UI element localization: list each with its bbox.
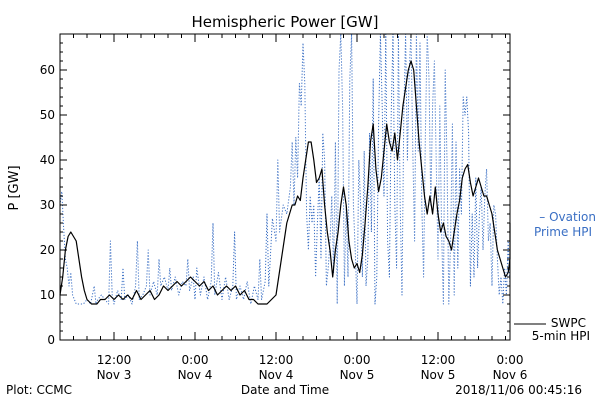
plot-credit: Plot: CCMC [6,383,72,397]
y-tick-label: 60 [40,63,55,77]
y-tick-label: 40 [40,153,55,167]
legend-ovation: – Ovation Prime HPI [534,210,596,239]
x-tick-label-time: 12:00 [259,353,294,367]
y-tick-label: 50 [40,108,55,122]
swpc-series [59,60,511,305]
chart-title: Hemispheric Power [GW] [192,13,379,31]
x-tick-label-date: Nov 4 [178,368,213,382]
x-tick-label-time: 0:00 [344,353,371,367]
legend-swpc-line2: 5-min HPI [532,329,590,343]
x-tick-label-date: Nov 5 [421,368,456,382]
legend-swpc-line1: SWPC [551,316,586,330]
legend-ovation-line2: Prime HPI [534,225,592,239]
y-tick-label: 20 [40,243,55,257]
x-tick-label-date: Nov 4 [259,368,294,382]
generation-timestamp: 2018/11/06 00:45:16 [455,383,582,397]
x-tick-label-time: 0:00 [497,353,524,367]
y-axis-label: P [GW] [7,165,22,210]
legend-swpc: SWPC 5-min HPI [514,316,590,343]
x-tick-label-time: 12:00 [97,353,132,367]
x-tick-label-date: Nov 3 [97,368,132,382]
y-tick-label: 30 [40,198,55,212]
swpc-line [59,60,511,305]
ovation-prime-line [59,33,511,305]
legend-ovation-line1: – Ovation [539,210,596,224]
y-tick-label: 0 [47,333,55,347]
y-axis: 0 10 20 30 40 50 60 [40,33,510,347]
plot-frame [59,33,511,341]
x-tick-label-time: 12:00 [421,353,456,367]
x-axis-label: Date and Time [241,383,329,397]
y-tick-label: 10 [40,288,55,302]
x-tick-label-date: Nov 5 [340,368,375,382]
x-tick-label-date: Nov 6 [493,368,528,382]
x-tick-label-time: 0:00 [182,353,209,367]
ovation-prime-series [59,33,511,305]
